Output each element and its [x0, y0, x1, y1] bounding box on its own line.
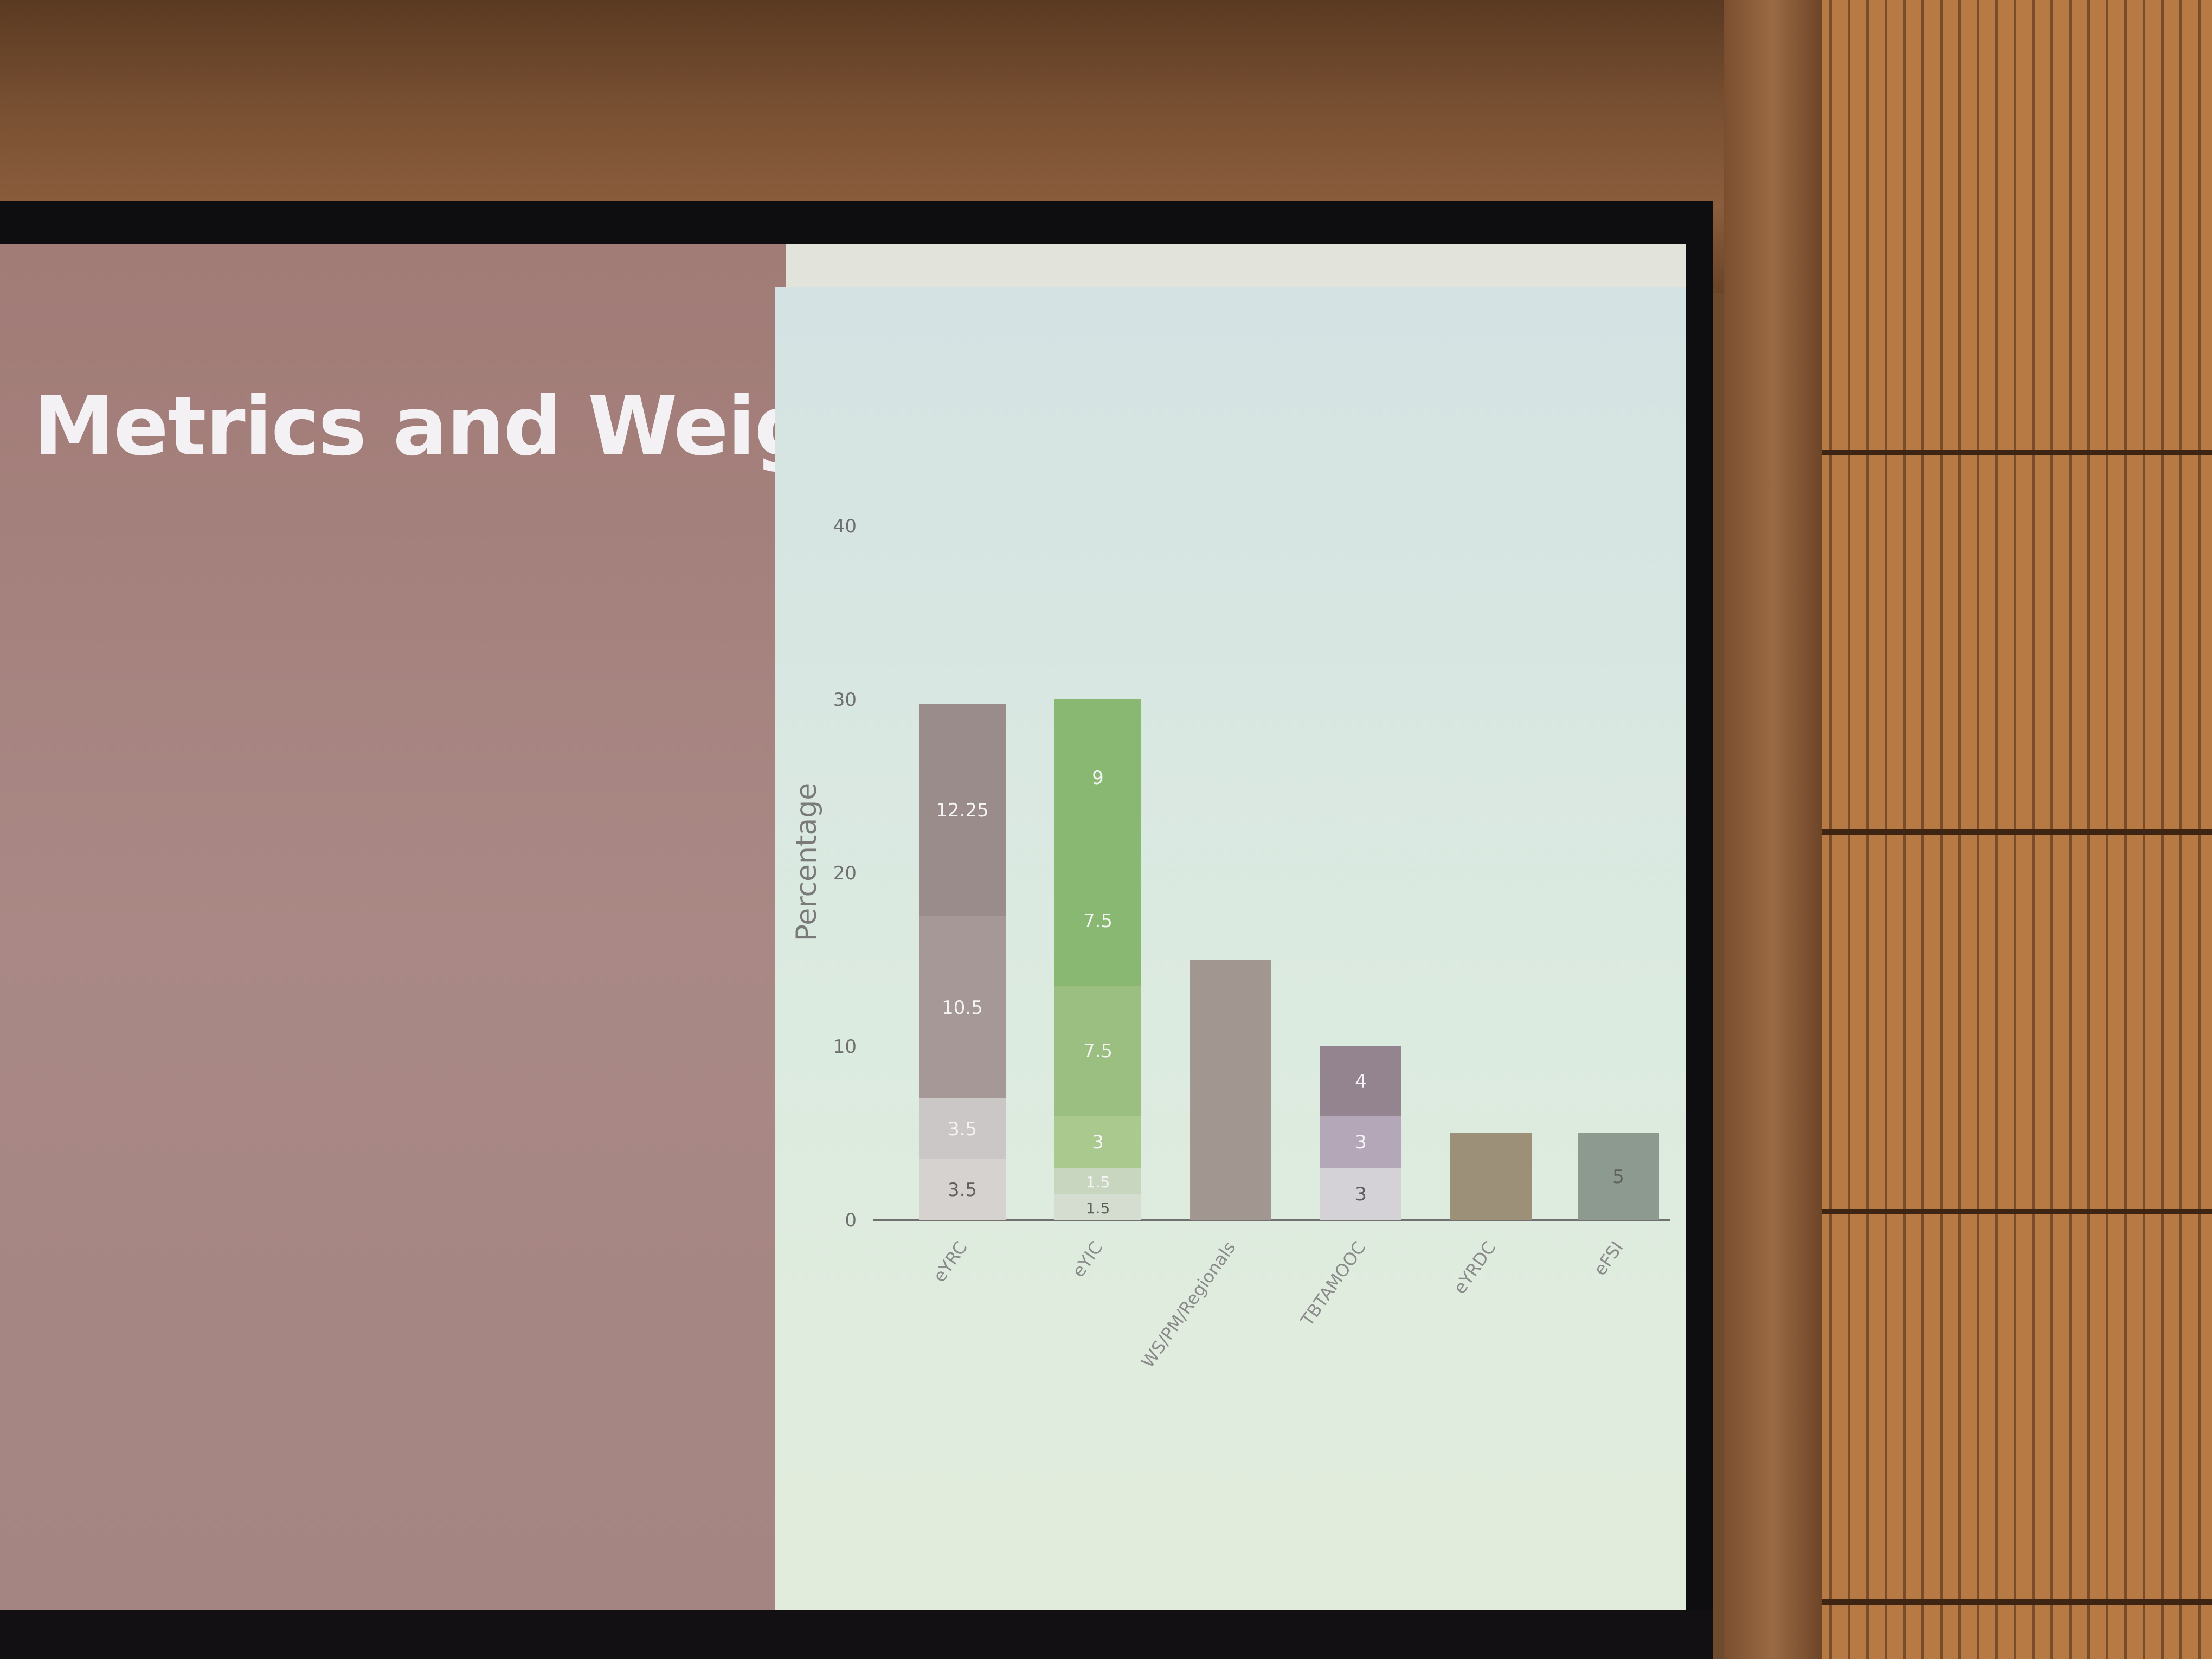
bar-data-label: 5: [1612, 1166, 1624, 1188]
bar-data-label: 10.5: [942, 997, 983, 1019]
bar-segment: [1578, 1133, 1659, 1220]
x-category-label: eYRC: [929, 1238, 971, 1286]
bar-data-label: 3: [1355, 1131, 1367, 1153]
bar-data-label: 1.5: [1086, 1199, 1110, 1217]
bar-segment: [919, 1098, 1006, 1159]
bar-segment: [1450, 1133, 1532, 1220]
bar-segment: [919, 704, 1006, 916]
bar-segment: [1054, 1194, 1141, 1220]
bar-data-label: 3: [1092, 1131, 1104, 1153]
x-category-label: eYIC: [1068, 1238, 1107, 1281]
wall-seam: [1811, 829, 2212, 835]
bar-data-label: 9: [1092, 767, 1104, 789]
bar-data-label: 7.5: [1083, 910, 1113, 932]
wall-seam: [1811, 1599, 2212, 1605]
x-category-label: eFSI: [1590, 1238, 1628, 1279]
bar-segment: [1054, 1168, 1141, 1194]
bar-segment: [1190, 960, 1271, 1220]
x-category-label: eYRDC: [1449, 1238, 1500, 1298]
bar-data-label: 7.5: [1083, 1040, 1113, 1062]
y-tick-label: 10: [833, 1036, 857, 1058]
y-axis-label: Percentage: [790, 783, 823, 942]
wall-seam: [1811, 450, 2212, 455]
bar-segment: [1054, 856, 1141, 986]
bar-segment: [1320, 1168, 1401, 1220]
bar-segment: [1054, 699, 1141, 856]
x-category-label: TBTAMOOC: [1296, 1238, 1369, 1330]
screen-bottom-bezel: [0, 1610, 1713, 1659]
y-tick-label: 40: [833, 516, 857, 537]
bar-data-label: 3.5: [948, 1179, 977, 1201]
x-category-label: WS/PM/Regionals: [1137, 1238, 1240, 1372]
bar-segment: [919, 1159, 1006, 1220]
projected-slide: Metrics and Weights 0 10 20 30 40 Percentage 3…: [0, 244, 1686, 1610]
bar-data-label: 4: [1355, 1071, 1367, 1092]
bar-data-label: 12.25: [936, 800, 988, 821]
bar-segment: [1054, 986, 1141, 1116]
wall-seam: [1811, 1209, 2212, 1214]
bar-data-label: 1.5: [1086, 1173, 1110, 1191]
bar-data-label: 3.5: [948, 1118, 977, 1140]
y-tick-label: 20: [833, 863, 857, 884]
stacked-bar-chart: 0 10 20 30 40 Percentage 3.5 3.5 10.5 12.25 eYRC 1.…: [790, 516, 1670, 1372]
y-tick-label: 30: [833, 689, 857, 711]
bar-segment: [1054, 1116, 1141, 1168]
bar-segment: [919, 916, 1006, 1098]
wall-wood-column: [1724, 0, 1822, 1659]
bar-segment: [1320, 1046, 1401, 1116]
y-tick-label: 0: [845, 1210, 857, 1231]
bar-data-label: 3: [1355, 1184, 1367, 1205]
bar-segment: [1320, 1116, 1401, 1168]
